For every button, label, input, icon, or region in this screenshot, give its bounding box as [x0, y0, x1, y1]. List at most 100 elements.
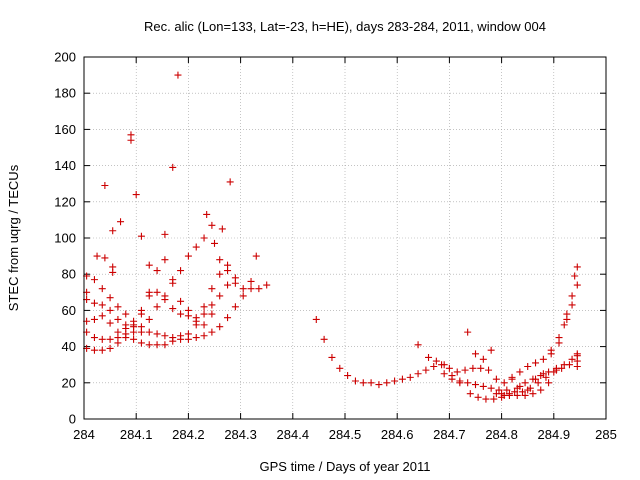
y-tick-label: 0 — [69, 412, 76, 427]
data-point — [563, 315, 571, 323]
data-point — [200, 303, 208, 311]
data-point — [448, 375, 456, 383]
x-tick-label: 284.4 — [277, 427, 310, 442]
data-point — [336, 364, 344, 372]
data-point — [521, 391, 529, 399]
x-tick-label: 284.6 — [381, 427, 414, 442]
data-point — [487, 384, 495, 392]
plot-frame — [83, 56, 607, 420]
data-point — [161, 341, 169, 349]
data-point — [145, 328, 153, 336]
data-point — [208, 221, 216, 229]
data-point — [208, 285, 216, 293]
data-point — [161, 292, 169, 300]
data-point — [464, 379, 472, 387]
data-point — [231, 274, 239, 282]
data-point — [98, 312, 106, 320]
data-point — [90, 334, 98, 342]
data-point — [239, 285, 247, 293]
data-point — [482, 395, 490, 403]
data-point — [130, 335, 138, 343]
data-point — [508, 373, 516, 381]
data-point — [414, 341, 422, 349]
data-point — [521, 379, 529, 387]
data-point — [440, 370, 448, 378]
data-point — [239, 292, 247, 300]
x-tick-label: 284.8 — [485, 427, 518, 442]
data-point — [511, 388, 519, 396]
data-point — [216, 292, 224, 300]
data-point — [547, 346, 555, 354]
data-point — [545, 379, 553, 387]
data-point — [539, 355, 547, 363]
data-point — [524, 386, 532, 394]
data-point — [532, 375, 540, 383]
data-point — [122, 310, 130, 318]
data-points — [83, 71, 581, 403]
y-tick-label: 100 — [54, 231, 76, 246]
data-point — [161, 332, 169, 340]
data-point — [472, 381, 479, 389]
data-point — [177, 310, 185, 318]
y-tick-label: 140 — [54, 158, 76, 173]
data-point — [98, 285, 106, 293]
data-point — [573, 263, 581, 271]
data-point — [477, 364, 485, 372]
data-point — [430, 363, 438, 371]
data-point — [101, 182, 109, 190]
data-point — [414, 370, 422, 378]
data-point — [184, 306, 192, 314]
x-tick-label: 285 — [595, 427, 617, 442]
data-point — [153, 288, 161, 296]
data-point — [145, 341, 153, 349]
data-point — [560, 321, 568, 329]
data-point — [328, 353, 336, 361]
data-point — [174, 71, 182, 79]
data-point — [555, 334, 563, 342]
data-point — [211, 239, 218, 247]
x-tick-label: 284.5 — [329, 427, 362, 442]
data-point — [479, 382, 487, 390]
data-point — [545, 368, 553, 376]
chart-title: Rec. alic (Lon=133, Lat=-23, h=HE), days… — [144, 19, 546, 34]
data-point — [375, 381, 383, 389]
data-point — [137, 339, 145, 347]
data-point — [224, 261, 232, 269]
data-point — [469, 364, 477, 372]
data-point — [137, 232, 145, 240]
data-point — [445, 364, 453, 372]
data-point — [516, 382, 524, 390]
data-point — [231, 303, 239, 311]
data-point — [200, 234, 208, 242]
data-point — [573, 281, 581, 289]
data-point — [359, 379, 367, 387]
data-point — [192, 314, 200, 322]
y-tick-label: 60 — [62, 303, 76, 318]
grid-lines — [84, 57, 606, 419]
data-point — [255, 285, 263, 293]
data-point — [208, 328, 216, 336]
data-point — [200, 332, 208, 340]
data-point — [492, 375, 500, 383]
data-point — [560, 361, 568, 369]
x-tick-label: 284.7 — [433, 427, 466, 442]
data-point — [542, 373, 550, 381]
data-point — [90, 346, 98, 354]
data-point — [568, 301, 576, 309]
y-tick-label: 200 — [54, 50, 76, 65]
data-point — [90, 299, 98, 307]
y-tick-label: 180 — [54, 86, 76, 101]
data-point — [98, 301, 106, 309]
data-point — [184, 252, 192, 260]
data-point — [145, 288, 153, 296]
data-point — [224, 314, 232, 322]
data-point — [518, 388, 526, 396]
data-point — [208, 301, 216, 309]
data-point — [425, 353, 433, 361]
data-point — [367, 379, 375, 387]
data-point — [161, 256, 169, 264]
data-point — [495, 386, 503, 394]
data-point — [106, 335, 114, 343]
